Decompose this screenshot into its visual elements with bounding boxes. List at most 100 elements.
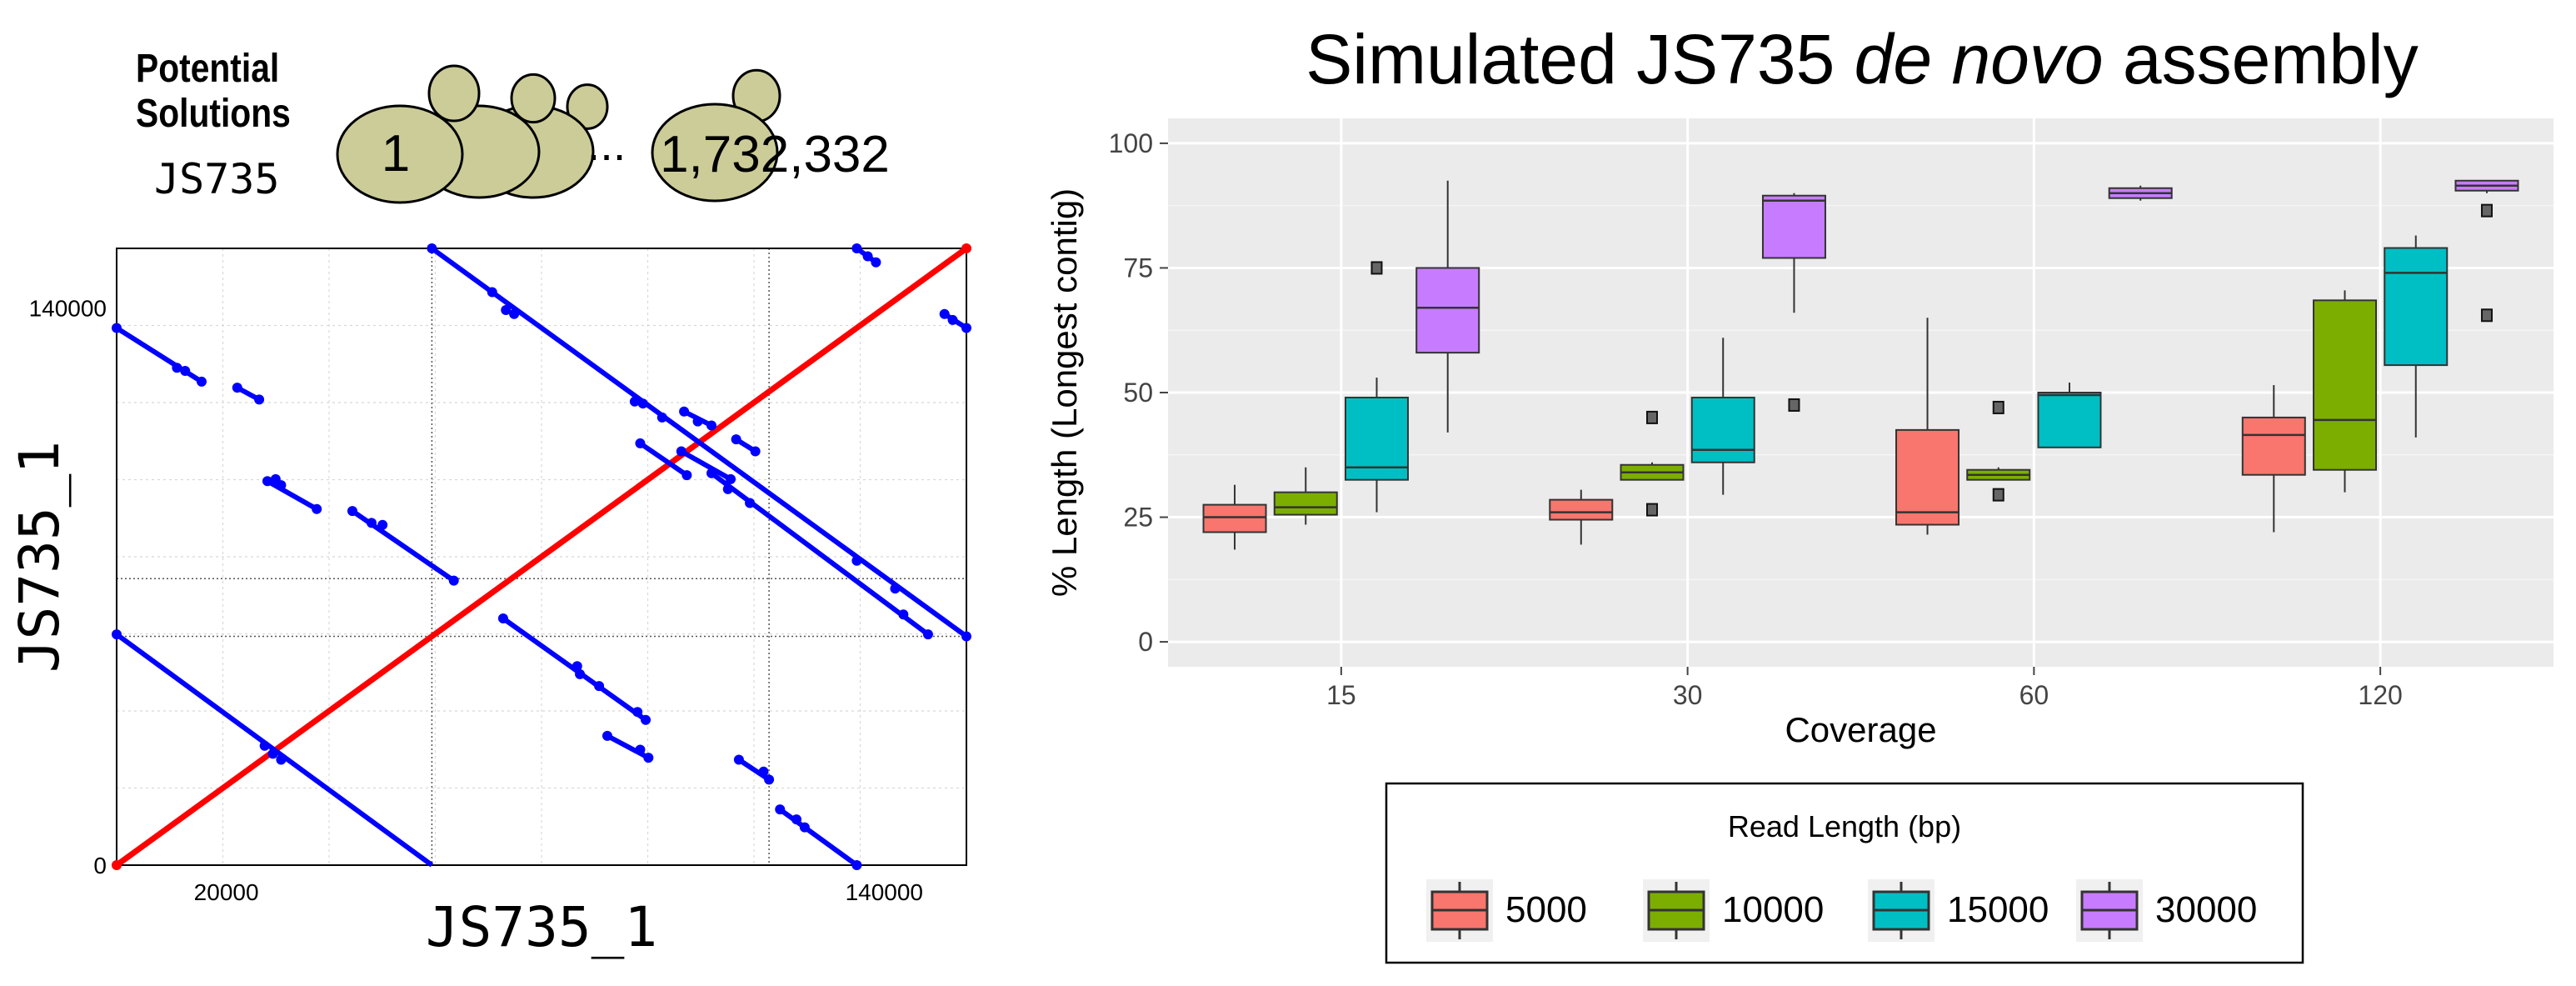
header-solutions: Solutions — [136, 92, 291, 136]
y-tick-label: 0 — [93, 853, 107, 878]
self-alignment-dot — [112, 860, 122, 870]
match-segment — [733, 754, 775, 785]
match-dot — [347, 506, 357, 517]
x-axis-label: JS735_1 — [426, 895, 657, 959]
match-segment — [427, 243, 971, 642]
box-body — [1690, 396, 1755, 463]
match-segment — [679, 406, 716, 431]
self-alignment-dot — [961, 243, 971, 253]
y-tick-label: 0 — [1138, 627, 1153, 657]
match-dot — [427, 243, 437, 253]
y-tick-label: 25 — [1123, 503, 1153, 533]
box-body — [1344, 396, 1409, 481]
legend: Read Length (bp) 5000 10000 15000 30000 — [1385, 782, 2304, 964]
y-axis-label: % Length (Longest contig) — [1045, 188, 1084, 597]
match-dot — [643, 753, 654, 763]
match-segment — [939, 308, 971, 333]
match-dot — [733, 754, 744, 765]
yeast-cells-icon — [336, 64, 781, 204]
outlier-point — [1992, 488, 2004, 502]
match-line — [266, 478, 318, 512]
x-tick-label: 60 — [2019, 680, 2049, 710]
match-dot — [629, 396, 640, 407]
match-dot — [681, 470, 692, 481]
box-body — [1895, 428, 1960, 526]
box-body — [1761, 194, 1826, 259]
outlier-point — [1646, 410, 1659, 424]
box — [2454, 179, 2519, 323]
match-dot — [679, 406, 690, 417]
box — [2384, 235, 2449, 438]
match-segment — [676, 446, 736, 484]
legend-item: 15000 — [1868, 879, 2049, 942]
match-dot — [862, 251, 873, 262]
match-line — [778, 807, 859, 868]
match-dot — [871, 257, 881, 268]
yeast-cell-1-icon-bud — [427, 64, 481, 123]
box — [2241, 385, 2306, 533]
match-dot — [731, 434, 741, 445]
match-dot — [635, 438, 646, 448]
dot-plot: 20000 140000 0 140000 JS735_1 JS735_1 — [7, 243, 971, 959]
x-tick-label: 120 — [2358, 680, 2402, 710]
y-tick-label: 100 — [1109, 128, 1153, 158]
legend-item: 30000 — [2076, 879, 2257, 942]
box-body — [2037, 392, 2102, 448]
box-body — [1549, 498, 1614, 521]
box — [2108, 185, 2173, 201]
match-segment — [497, 613, 651, 725]
box-body — [1202, 503, 1267, 533]
box-chart-title: Simulated JS735 de novo assembly — [1305, 20, 2418, 98]
outlier-point — [1646, 503, 1659, 517]
chart-title-prefix: Simulated JS735 — [1305, 20, 1854, 98]
chart-title-suffix: assembly — [2104, 20, 2419, 98]
box — [1620, 410, 1685, 517]
match-dot — [939, 308, 950, 319]
match-dot — [961, 323, 971, 333]
box — [1690, 338, 1755, 495]
match-dot — [312, 503, 322, 514]
outlier-point — [1992, 400, 2004, 414]
box-plot: 0 25 50 75 100 15 30 60 120 Coverage % Length (Lon… — [1045, 118, 2554, 749]
match-dot — [799, 822, 810, 833]
y-tick-label: 50 — [1123, 378, 1153, 408]
match-dot — [692, 416, 703, 427]
match-dot — [180, 366, 191, 377]
box-body — [1273, 491, 1338, 516]
match-segment — [112, 629, 434, 868]
match-segment — [731, 434, 761, 457]
match-dot — [377, 519, 388, 530]
match-dot — [448, 575, 459, 586]
match-dot — [722, 483, 733, 494]
box — [1202, 484, 1267, 550]
chart-title-italic: de novo — [1855, 20, 2104, 98]
y-tick-label: 140000 — [29, 296, 107, 322]
match-dot — [706, 468, 716, 478]
match-line — [638, 441, 689, 478]
x-tick-label: 15 — [1326, 680, 1356, 710]
legend-label: 15000 — [1947, 889, 2049, 930]
match-dot — [851, 243, 862, 253]
x-tick-label: 140000 — [846, 879, 923, 905]
match-dot — [635, 744, 646, 755]
match-dot — [276, 480, 287, 491]
yeast-cell-n-icon — [651, 68, 781, 203]
match-dot — [367, 518, 377, 528]
box — [1966, 400, 2031, 502]
match-dot — [890, 583, 901, 594]
outlier-point — [2480, 308, 2493, 323]
match-dot — [572, 661, 582, 672]
dot-plot-frame — [116, 248, 967, 866]
legend-label: 30000 — [2155, 889, 2257, 930]
match-dot — [575, 668, 586, 679]
match-dot — [637, 398, 648, 409]
match-segment — [851, 243, 881, 268]
yeast-cell-b-icon-bud — [510, 73, 557, 124]
yeast-cell-1-icon-body — [336, 104, 464, 204]
yeast-cell-c-icon-bud — [566, 83, 609, 130]
match-dot — [259, 740, 270, 751]
match-dot — [262, 476, 272, 487]
yeast-cell-n-icon-body — [651, 103, 779, 203]
legend-item: 10000 — [1643, 879, 1824, 942]
box — [2037, 383, 2102, 448]
